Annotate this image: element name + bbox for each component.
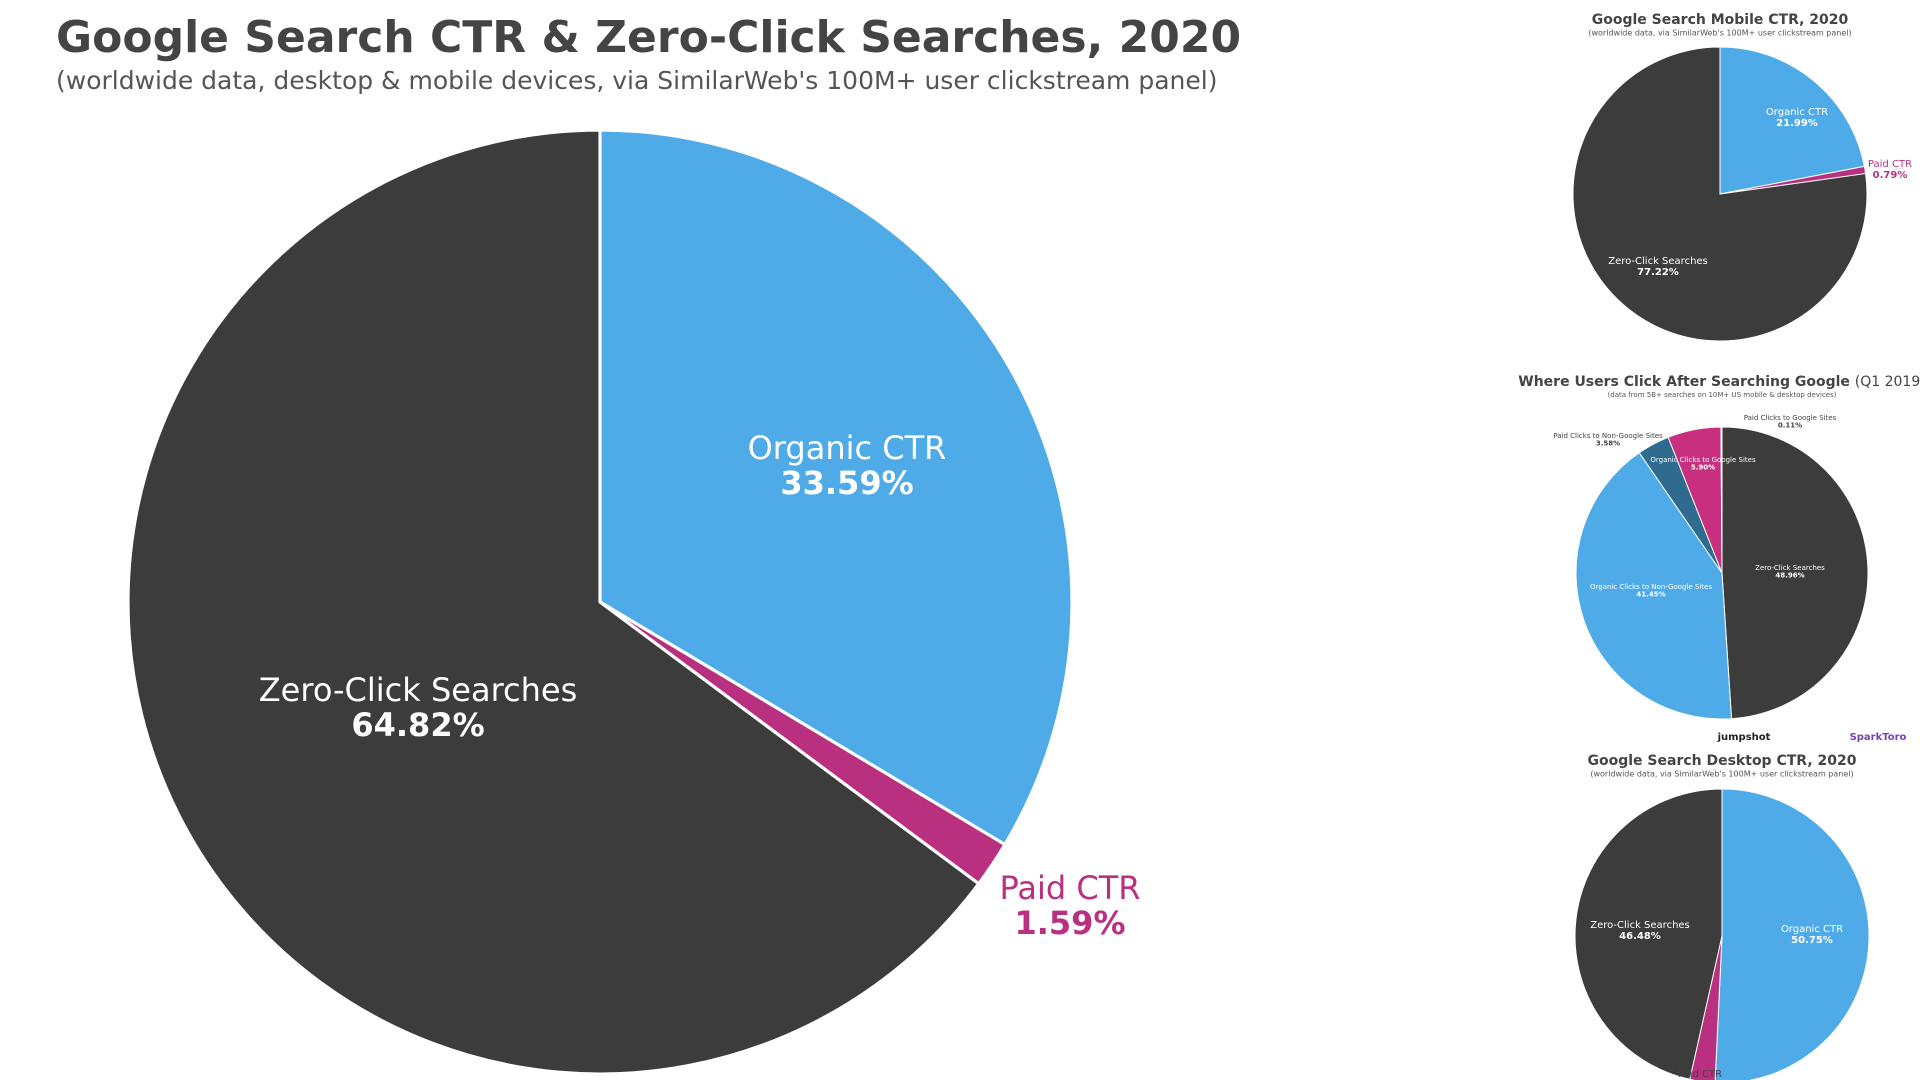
slice-label: Paid Clicks to Google Sites <box>1744 414 1837 422</box>
title-text: Google Search Desktop CTR, 2020 <box>1588 753 1857 769</box>
slice-value: 41.45% <box>1636 591 1665 599</box>
footer-logo: jumpshot <box>1717 732 1771 743</box>
slice-value: 33.59% <box>780 464 913 502</box>
pie-slice <box>598 128 1074 847</box>
slice-label: Organic Clicks to Non-Google Sites <box>1590 583 1712 591</box>
chart-subtitle: (data from 5B+ searches on 10M+ US mobil… <box>1608 391 1837 399</box>
slice-value: 77.22% <box>1637 267 1679 278</box>
slice-label: Organic CTR <box>1766 107 1828 118</box>
slice-value: 1.59% <box>1014 904 1125 942</box>
pie <box>1574 788 1870 1080</box>
slice-label: Zero-Click Searches <box>1755 564 1825 572</box>
title-text: Google Search Mobile CTR, 2020 <box>1592 12 1849 28</box>
title-text: Google Search CTR & Zero-Click Searches,… <box>56 12 1241 63</box>
chart-title: Where Users Click After Searching Google… <box>1518 374 1920 390</box>
slice-label: Zero-Click Searches <box>1590 920 1690 931</box>
slice-label: Organic CTR <box>748 429 947 467</box>
slice-label: Zero-Click Searches <box>259 671 578 709</box>
chart-title: Google Search Desktop CTR, 2020 <box>1588 753 1857 769</box>
chart-subtitle: (worldwide data, desktop & mobile device… <box>56 66 1217 95</box>
pie-slice <box>126 128 981 1076</box>
slice-label: Zero-Click Searches <box>1608 256 1708 267</box>
slice-value: 0.11% <box>1778 422 1802 430</box>
pie-slice <box>1714 788 1870 1080</box>
slice-value: 50.75% <box>1791 935 1833 946</box>
chart-title: Google Search CTR & Zero-Click Searches,… <box>56 12 1241 63</box>
slice-label: Paid CTR <box>1868 159 1912 170</box>
pie-slice <box>1572 46 1868 342</box>
slice-label: Paid Clicks to Non-Google Sites <box>1553 432 1663 440</box>
pie-slice <box>1574 788 1723 1080</box>
slice-value: 3.58% <box>1596 440 1620 448</box>
pie-slice <box>1721 426 1869 720</box>
chart-subtitle: (worldwide data, via SimilarWeb's 100M+ … <box>1590 770 1853 779</box>
chart-subtitle: (worldwide data, via SimilarWeb's 100M+ … <box>1588 29 1851 38</box>
slice-label: Organic Clicks to Google Sites <box>1650 456 1756 464</box>
pie <box>1572 46 1868 342</box>
title-text: Where Users Click After Searching Google <box>1518 374 1850 390</box>
pie-slice <box>1719 46 1865 195</box>
pie-slice <box>1575 452 1733 720</box>
title-period: (Q1 2019) <box>1855 374 1920 390</box>
pie <box>126 128 1074 1076</box>
slice-value: 21.99% <box>1776 118 1818 129</box>
footer-logo: SparkToro <box>1850 732 1907 743</box>
pie <box>1575 426 1869 720</box>
pie-slice <box>1720 426 1723 574</box>
slice-label: Organic CTR <box>1781 924 1843 935</box>
slice-value: 48.96% <box>1775 572 1804 580</box>
slice-value: 0.79% <box>1873 170 1908 181</box>
slice-value: 5.90% <box>1691 464 1715 472</box>
slice-value: 46.48% <box>1619 931 1661 942</box>
slice-value: 64.82% <box>351 706 484 744</box>
slice-label: Paid CTR <box>1000 869 1141 907</box>
slice-label: Paid CTR <box>1678 1069 1722 1080</box>
chart-title: Google Search Mobile CTR, 2020 <box>1592 12 1849 28</box>
